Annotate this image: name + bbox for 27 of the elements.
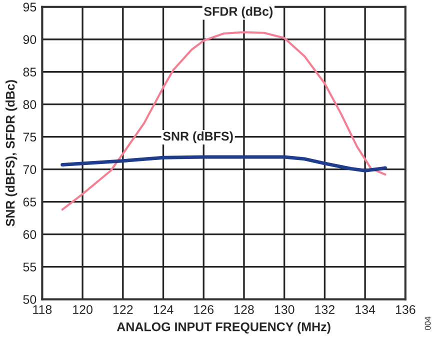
y-tick-label: 70 bbox=[23, 165, 36, 174]
y-tick-label: 80 bbox=[23, 100, 36, 109]
x-tick-label: 118 bbox=[33, 305, 52, 314]
y-tick-label: 55 bbox=[23, 262, 36, 272]
y-tick-label: 75 bbox=[23, 132, 36, 142]
y-tick-label: 65 bbox=[23, 198, 36, 206]
x-tick-label: 126 bbox=[194, 305, 214, 314]
text: 004 bbox=[424, 316, 431, 330]
x-tick-label: 132 bbox=[315, 305, 335, 314]
y-tick-label: 95 bbox=[23, 2, 36, 12]
line-series bbox=[61, 31, 386, 211]
x-axis-title: ANALOG INPUT FREQUENCY (MHz) bbox=[116, 322, 330, 334]
x-tick-label: 128 bbox=[234, 305, 254, 314]
x-tick-label: 124 bbox=[154, 305, 174, 314]
series-label: SFDR (dBc) bbox=[204, 6, 273, 18]
y-tick-label: 50 bbox=[23, 295, 36, 304]
x-tick-label: 122 bbox=[113, 305, 133, 314]
x-tick-label: 120 bbox=[73, 305, 92, 314]
series-label: SNR (dBFS) bbox=[163, 131, 233, 144]
x-tick-label: 136 bbox=[396, 305, 416, 314]
y-tick-label: 85 bbox=[23, 68, 36, 77]
line-series bbox=[60, 155, 387, 172]
y-tick-label: 90 bbox=[23, 35, 36, 44]
x-tick-label: 130 bbox=[274, 305, 294, 314]
y-axis-title: SNR (dBFS), SFDR (dBc) bbox=[6, 80, 18, 226]
x-tick-label: 134 bbox=[356, 305, 376, 314]
y-tick-label: 60 bbox=[23, 230, 36, 239]
